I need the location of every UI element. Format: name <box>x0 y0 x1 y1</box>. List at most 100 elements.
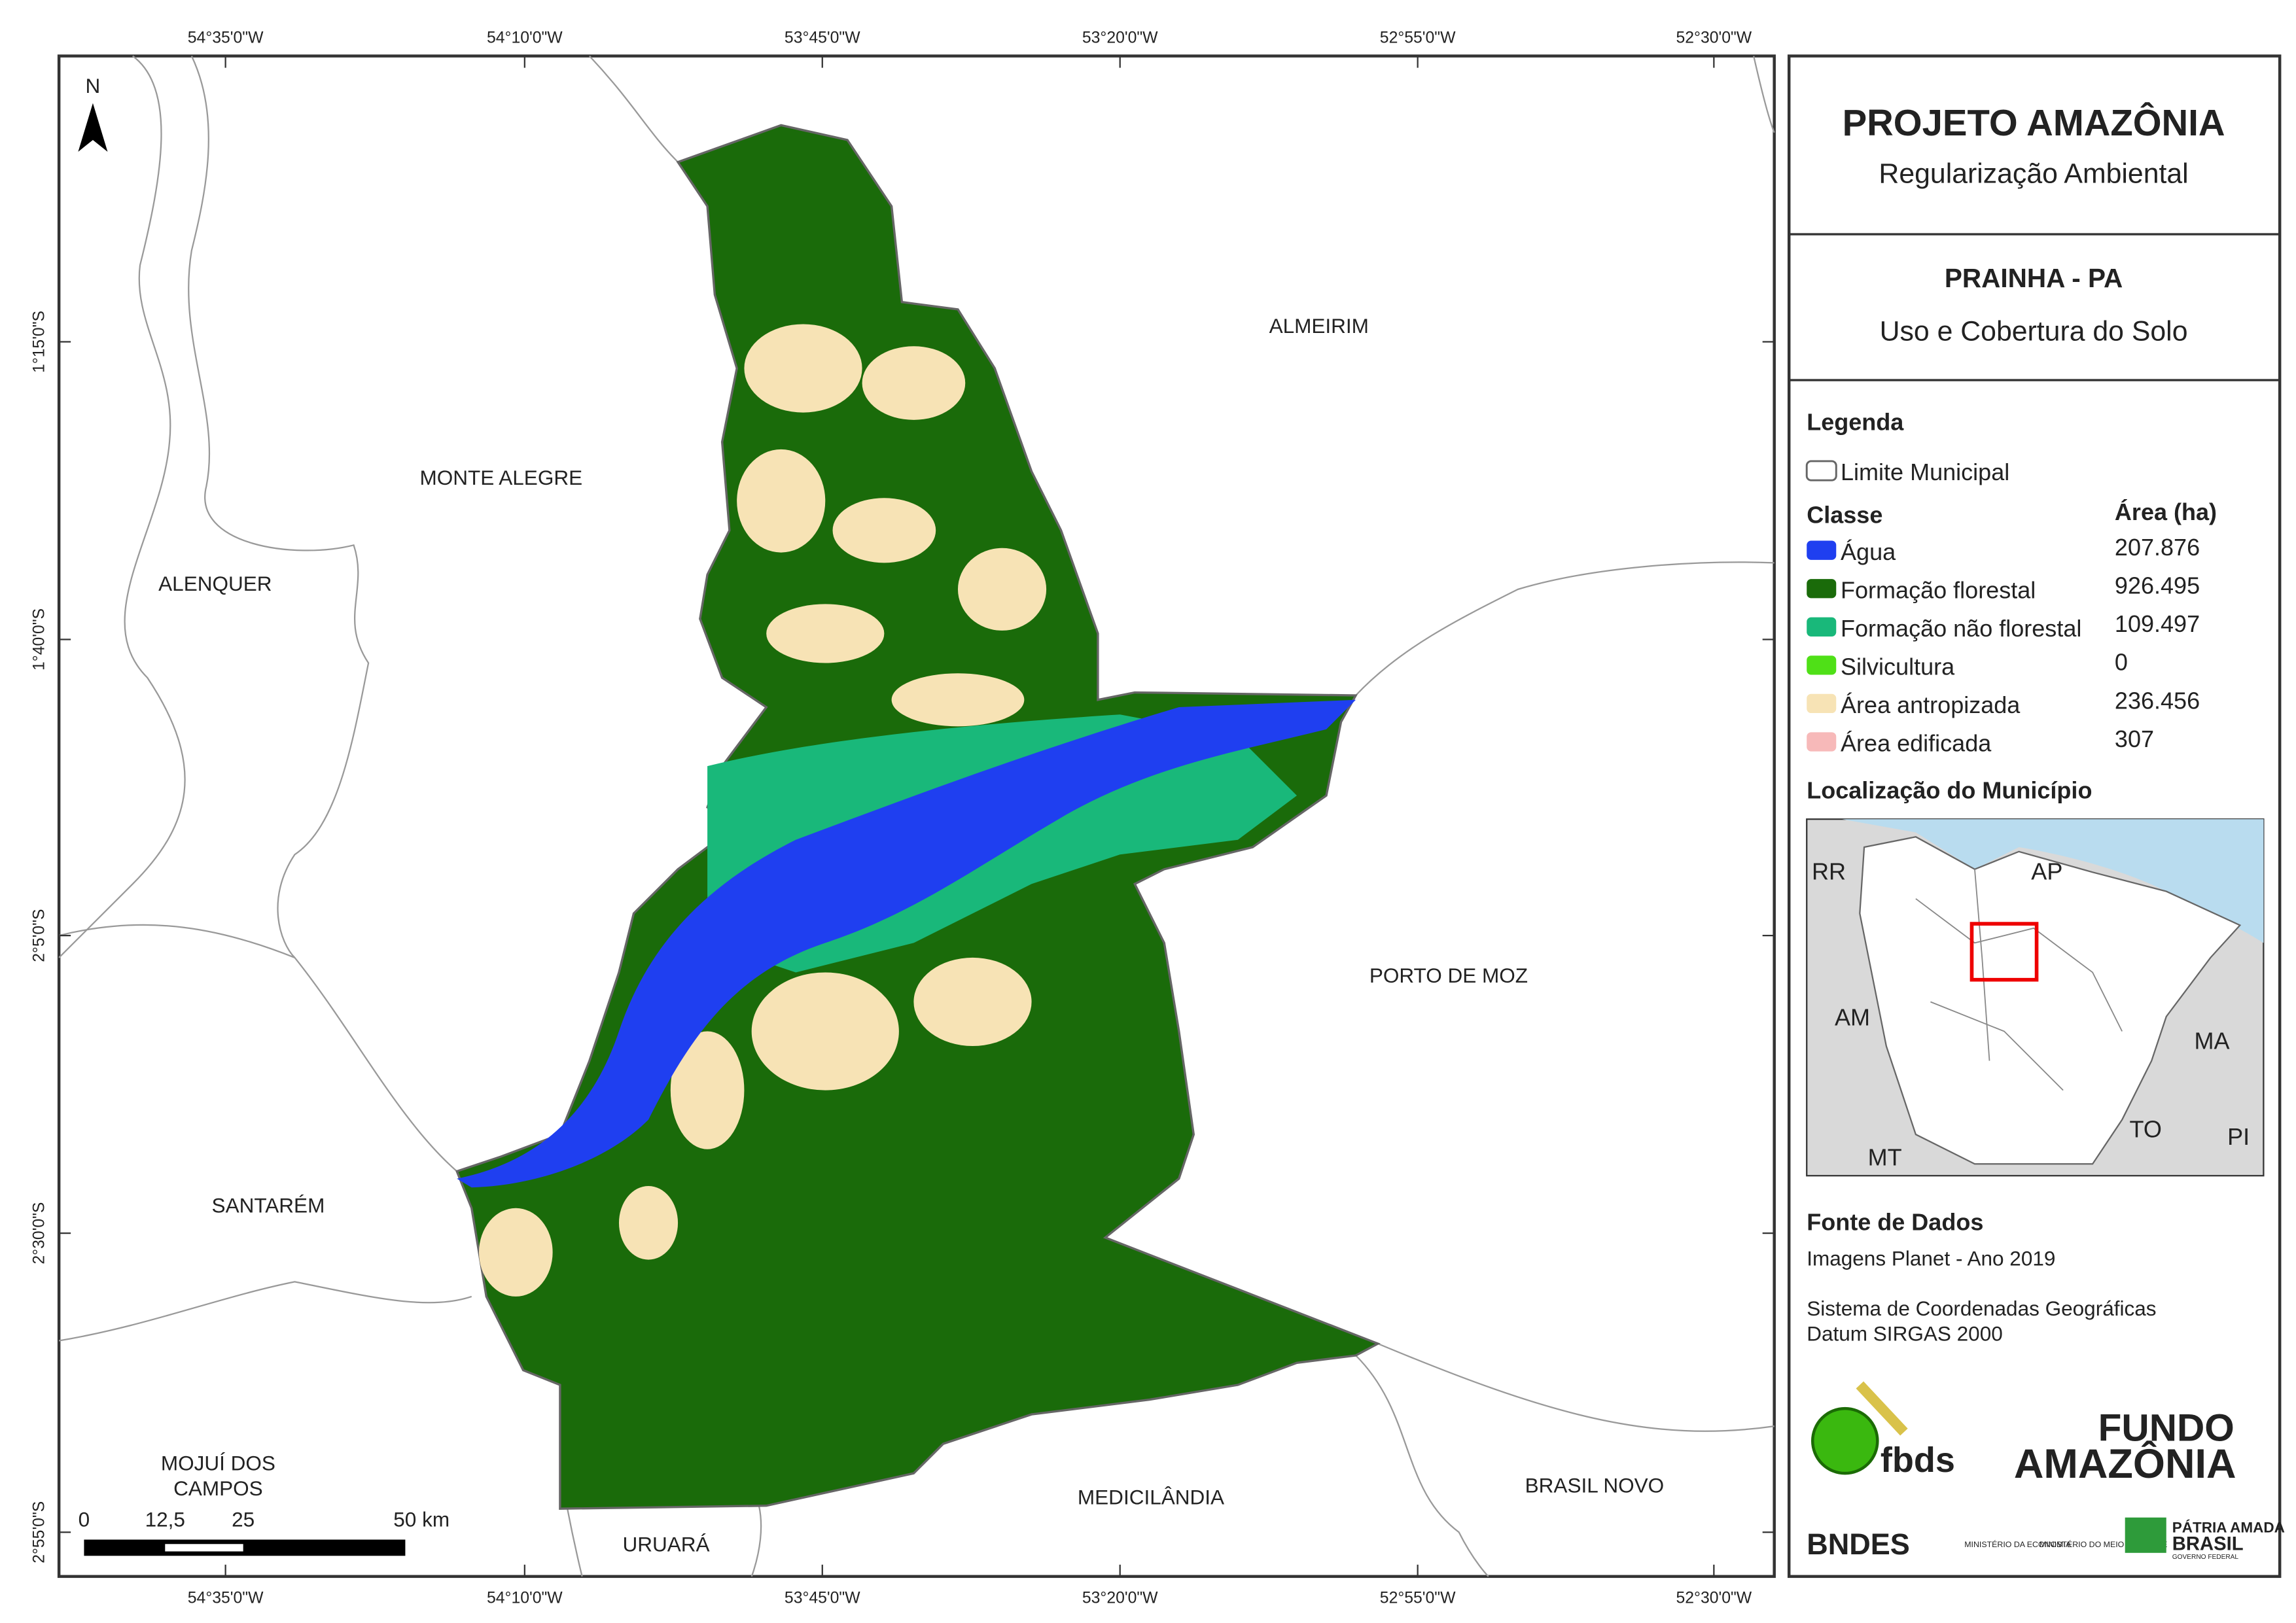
fbds-mark <box>1856 1381 1908 1436</box>
patria-logo: PÁTRIA AMADA <box>2172 1519 2285 1535</box>
location-marker <box>1969 922 2039 982</box>
boundary <box>1355 561 1775 696</box>
longitude-label: 54°10'0"W <box>487 29 563 46</box>
patch <box>957 548 1047 631</box>
place-name: CAMPOS <box>173 1476 263 1500</box>
boundary <box>1355 1355 1489 1577</box>
place-name: ALENQUER <box>158 572 272 595</box>
longitude-label: 52°55'0"W <box>1380 29 1456 46</box>
inset-labels: RR AP AM MA TO MT PI <box>1812 858 2250 1171</box>
area-header: Área (ha) <box>2115 498 2217 525</box>
ministry-logo: MINISTÉRIO DA ECONOMIA <box>1964 1539 2072 1549</box>
longitude-label: 54°10'0"W <box>487 1589 563 1607</box>
longitude-label: 54°35'0"W <box>188 1589 264 1607</box>
patch <box>744 324 862 413</box>
legend-swatch <box>1807 655 1837 675</box>
source-line: Imagens Planet - Ano 2019 <box>1807 1247 2055 1270</box>
legend-swatch <box>1807 617 1837 637</box>
legend-area: 236.456 <box>2115 687 2200 714</box>
patch <box>862 346 966 420</box>
logos: fbds FUNDO AMAZÔNIA BNDES MINISTÉRIO DA … <box>1807 1381 2285 1561</box>
legend-area: 307 <box>2115 725 2154 752</box>
boundary <box>58 1281 472 1342</box>
longitude-label: 52°30'0"W <box>1676 1589 1752 1607</box>
legend-class: Água <box>1841 538 1896 565</box>
bndes-logo: BNDES <box>1807 1527 1910 1561</box>
boundary-label: Limite Municipal <box>1841 459 2009 485</box>
municipality <box>455 124 1381 1510</box>
place-name: ALMEIRIM <box>1269 314 1369 338</box>
scale-bar-body <box>84 1539 406 1556</box>
boundary <box>58 924 295 958</box>
boundary <box>567 1505 762 1577</box>
legend-swatch <box>1807 693 1837 714</box>
state-label: MT <box>1868 1143 1902 1170</box>
legend-class: Formação não florestal <box>1841 615 2081 642</box>
neighbour-boundaries <box>58 55 1775 1577</box>
latitude-label: 1°15'0"S <box>31 311 48 373</box>
class-header: Classe <box>1807 502 1882 529</box>
source-line: Sistema de Coordenadas Geográficas <box>1807 1297 2156 1320</box>
legend-area: 0 <box>2115 649 2128 676</box>
patch <box>832 498 936 563</box>
boundary <box>58 55 186 958</box>
state-label: AP <box>2031 858 2062 885</box>
latitude-label: 2°55'0"S <box>31 1501 48 1563</box>
state-label: TO <box>2130 1116 2162 1143</box>
ocean <box>1842 819 2264 943</box>
coordinates: 54°35'0"W 54°35'0"W 54°10'0"W 54°10'0"W 53°4… <box>31 29 1801 1607</box>
latitude-label: 1°40'0"S <box>31 608 48 671</box>
place-names: ALMEIRIM MONTE ALEGRE ALENQUER PORTO DE MOZ… <box>158 314 1664 1556</box>
scale-label: 50 km <box>393 1507 450 1531</box>
state-label: PI <box>2227 1123 2250 1150</box>
patch <box>891 673 1025 727</box>
legend-class: Área edificada <box>1841 730 1992 757</box>
source-line: Datum SIRGAS 2000 <box>1807 1321 2003 1345</box>
place-name: SANTARÉM <box>212 1194 325 1217</box>
legend-area: 926.495 <box>2115 572 2200 599</box>
scale-label: 25 <box>232 1507 255 1531</box>
legend-swatch <box>1807 579 1837 599</box>
anthropized-areas <box>479 324 1047 1297</box>
map-theme: Uso e Cobertura do Solo <box>1880 315 2188 347</box>
boundary <box>1753 56 1775 133</box>
legend-area: 207.876 <box>2115 534 2200 561</box>
flag-logo <box>2125 1517 2166 1553</box>
place-name: PORTO DE MOZ <box>1369 964 1528 987</box>
longitude-label: 53°45'0"W <box>785 29 860 46</box>
place-name: MEDICILÂNDIA <box>1078 1485 1224 1509</box>
fbds-globe <box>1810 1406 1879 1475</box>
patch <box>751 972 899 1091</box>
location-title: Localização do Município <box>1807 777 2092 804</box>
para-state <box>1859 836 2242 1165</box>
latitude-label: 2°5'0"S <box>31 909 48 962</box>
north-label: N <box>86 74 101 97</box>
sources-title: Fonte de Dados <box>1807 1209 1983 1236</box>
state-label: AM <box>1835 1004 1870 1031</box>
legend-items: Água 207.876 Formação florestal 926.495 Form… <box>1807 534 2200 757</box>
patch <box>618 1186 679 1260</box>
longitude-label: 53°45'0"W <box>785 1589 860 1607</box>
municipal-lines <box>1915 869 2123 1091</box>
latitude-label: 2°30'0"S <box>31 1202 48 1265</box>
longitude-label: 53°20'0"W <box>1082 1589 1158 1607</box>
subtitle: Regularização Ambiental <box>1879 158 2188 189</box>
north-arrow <box>78 103 108 152</box>
patch <box>913 957 1032 1047</box>
legend-area: 109.497 <box>2115 610 2200 637</box>
scale-bar-segment <box>165 1544 243 1552</box>
longitude-label: 54°35'0"W <box>188 29 264 46</box>
state-label: MA <box>2195 1028 2230 1055</box>
fbds-logo: fbds <box>1881 1440 1955 1480</box>
location-inset: RR AP AM MA TO MT PI <box>1806 818 2265 1177</box>
longitude-label: 52°55'0"W <box>1380 1589 1456 1607</box>
place-name: MOJUÍ DOS <box>161 1452 275 1475</box>
place-name: MONTE ALEGRE <box>419 466 582 489</box>
scale-label: 12,5 <box>145 1507 185 1531</box>
patch <box>737 449 826 553</box>
legend-swatch <box>1807 732 1837 752</box>
brasil-logo: BRASIL <box>2172 1533 2244 1554</box>
